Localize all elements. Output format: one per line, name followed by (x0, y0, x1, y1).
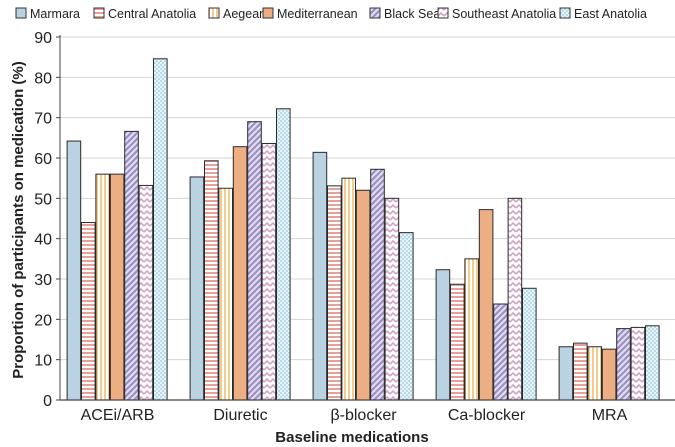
bar-southeast-anatolia-acei-arb (138, 184, 154, 401)
axes-group: 0 10 20 30 40 50 60 70 80 90 ACEi/ARB Diuretic β-blo… (34, 30, 675, 424)
bar-southeast-anatolia-blocker (384, 197, 400, 401)
bar-marmara-blocker (312, 151, 328, 401)
y-tick-label: 0 (43, 393, 52, 410)
legend-item-marmara: Marmara (15, 7, 80, 21)
bar-east-anatolia-mra (645, 325, 660, 401)
legend-swatch (369, 7, 381, 19)
y-axis-label: Proportion of participants on medication… (10, 61, 27, 379)
y-tick-label: 80 (34, 70, 52, 87)
legend-label: Aegean (223, 7, 266, 21)
bar-marmara-diuretic (189, 176, 205, 401)
bar-aegean-acei-arb (95, 173, 111, 401)
bar-marmara-mra (558, 346, 574, 401)
legend-item-east-anatolia: East Anatolia (559, 7, 647, 21)
bar-marmara-acei-arb (66, 140, 82, 401)
legend-item-mediterranean: Mediterranean (262, 7, 358, 21)
y-tick-label: 50 (34, 191, 52, 208)
x-tick-label: Ca-blocker (448, 407, 526, 424)
legend-label: Southeast Anatolia (452, 7, 556, 21)
y-tick-label: 70 (34, 111, 52, 128)
x-tick-label: ACEi/ARB (81, 407, 155, 424)
legend-label: Central Anatolia (108, 7, 196, 21)
bar-southeast-anatolia-mra (630, 326, 646, 401)
bar-aegean-ca-blocker (464, 258, 479, 401)
bar-east-anatolia-acei-arb (153, 58, 168, 401)
bar-mediterranean-diuretic (232, 146, 248, 401)
bar-aegean-blocker (341, 177, 356, 401)
bar-black-sea-acei-arb (124, 130, 139, 401)
x-axis-label: Baseline medications (275, 429, 428, 446)
legend-label: Marmara (30, 7, 80, 21)
legend-swatch (208, 7, 220, 19)
legend-item-southeast-anatolia: Southeast Anatolia (437, 7, 556, 21)
chart-legend: Marmara Central Anatolia Aegean Mediterrane… (15, 7, 647, 21)
y-tick-label: 10 (34, 353, 52, 370)
legend-swatch (437, 7, 449, 19)
legend-item-aegean: Aegean (208, 7, 266, 21)
legend-label: Black Sea (384, 7, 440, 21)
y-tick-label: 90 (34, 30, 52, 47)
legend-swatch (262, 7, 274, 19)
y-tick-label: 20 (34, 312, 52, 329)
legend-swatch (559, 7, 571, 19)
bar-central-anatolia-ca-blocker (450, 283, 465, 401)
bar-group-diuretic (189, 108, 291, 401)
bar-group-acei-arb (66, 58, 168, 401)
bar-central-anatolia-mra (573, 342, 588, 401)
bar-marmara-ca-blocker (435, 269, 451, 401)
legend-swatch (15, 7, 27, 19)
bar-aegean-diuretic (218, 187, 233, 401)
x-tick-label: Diuretic (213, 407, 267, 424)
bar-mediterranean-acei-arb (109, 173, 125, 401)
bar-southeast-anatolia-diuretic (261, 142, 277, 401)
bar-group-blocker (312, 151, 414, 401)
x-tick-label: β-blocker (330, 407, 397, 424)
bars-group (66, 58, 660, 401)
y-tick-label: 40 (34, 232, 52, 249)
bar-east-anatolia-ca-blocker (522, 287, 537, 401)
legend-item-black-sea: Black Sea (369, 7, 440, 21)
bar-black-sea-blocker (370, 168, 385, 401)
bar-southeast-anatolia-ca-blocker (507, 197, 523, 401)
bar-mediterranean-ca-blocker (478, 209, 494, 401)
bar-mediterranean-mra (601, 348, 617, 401)
bar-mediterranean-blocker (355, 189, 371, 401)
bar-aegean-mra (587, 346, 603, 401)
bar-east-anatolia-blocker (399, 232, 414, 401)
bar-black-sea-mra (616, 328, 631, 401)
bar-central-anatolia-blocker (327, 185, 342, 401)
legend-label: East Anatolia (574, 7, 647, 21)
bar-black-sea-ca-blocker (493, 303, 508, 401)
bar-east-anatolia-diuretic (276, 108, 291, 401)
bar-black-sea-diuretic (247, 121, 262, 401)
legend-label: Mediterranean (277, 7, 358, 21)
y-tick-label: 60 (34, 151, 52, 168)
bar-group-ca-blocker (435, 197, 537, 401)
bar-central-anatolia-acei-arb (81, 222, 96, 401)
legend-swatch (93, 7, 105, 19)
bar-central-anatolia-diuretic (204, 160, 219, 401)
x-tick-label: MRA (592, 407, 628, 424)
legend-item-central-anatolia: Central Anatolia (93, 7, 196, 21)
y-tick-label: 30 (34, 272, 52, 289)
bar-group-mra (558, 325, 660, 401)
